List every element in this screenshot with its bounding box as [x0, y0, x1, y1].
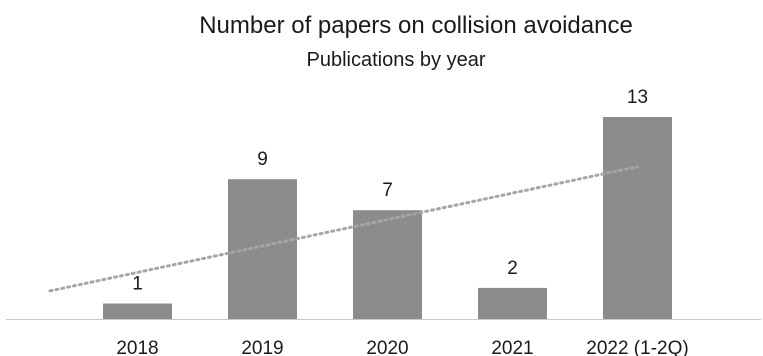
bar-2019: [228, 179, 297, 319]
bars-group: [103, 117, 672, 319]
chart-title: Number of papers on collision avoidance: [199, 12, 633, 39]
data-label: 2: [507, 258, 518, 279]
trendline: [48, 165, 639, 293]
bar-2020: [353, 210, 422, 319]
x-tick-labels-group: 2018 2019 2020 2021 2022 (1-2Q): [116, 338, 688, 356]
data-label: 13: [627, 87, 648, 108]
data-label: 1: [132, 274, 143, 295]
x-tick-label: 2021: [491, 338, 533, 356]
x-tick-label: 2018: [116, 338, 158, 356]
data-labels-group: 1 9 7 2 13: [132, 87, 648, 295]
bar-2018: [103, 303, 172, 319]
data-label: 7: [382, 180, 393, 201]
x-tick-label: 2022 (1-2Q): [586, 338, 688, 356]
chart-subtitle: Publications by year: [307, 49, 486, 71]
bar-2021: [478, 287, 547, 319]
bar-2022: [603, 117, 672, 319]
data-label: 9: [257, 149, 268, 170]
x-tick-label: 2019: [241, 338, 283, 356]
x-tick-label: 2020: [366, 338, 408, 356]
